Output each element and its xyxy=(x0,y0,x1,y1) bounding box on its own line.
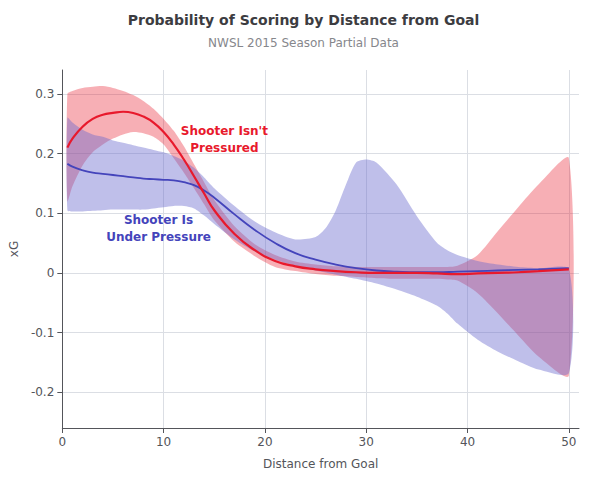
svg-text:30: 30 xyxy=(359,435,374,449)
svg-text:0.3: 0.3 xyxy=(35,87,54,101)
svg-text:Shooter Isn't: Shooter Isn't xyxy=(181,124,268,138)
svg-text:-0.1: -0.1 xyxy=(31,326,54,340)
svg-text:0: 0 xyxy=(47,266,55,280)
svg-text:10: 10 xyxy=(156,435,171,449)
svg-text:Pressured: Pressured xyxy=(190,141,258,155)
svg-text:xG: xG xyxy=(7,241,21,257)
svg-text:0: 0 xyxy=(58,435,66,449)
svg-text:0.2: 0.2 xyxy=(35,147,54,161)
svg-text:20: 20 xyxy=(257,435,272,449)
svg-text:Shooter Is: Shooter Is xyxy=(124,213,193,227)
svg-text:0.1: 0.1 xyxy=(35,206,54,220)
svg-text:Under Pressure: Under Pressure xyxy=(106,230,211,244)
svg-text:50: 50 xyxy=(561,435,576,449)
svg-text:NWSL 2015 Season Partial Data: NWSL 2015 Season Partial Data xyxy=(208,36,399,50)
svg-text:40: 40 xyxy=(460,435,475,449)
svg-text:-0.2: -0.2 xyxy=(31,385,54,399)
svg-text:Probability of Scoring by Dist: Probability of Scoring by Distance from … xyxy=(128,12,480,28)
svg-text:Distance from Goal: Distance from Goal xyxy=(263,457,378,471)
